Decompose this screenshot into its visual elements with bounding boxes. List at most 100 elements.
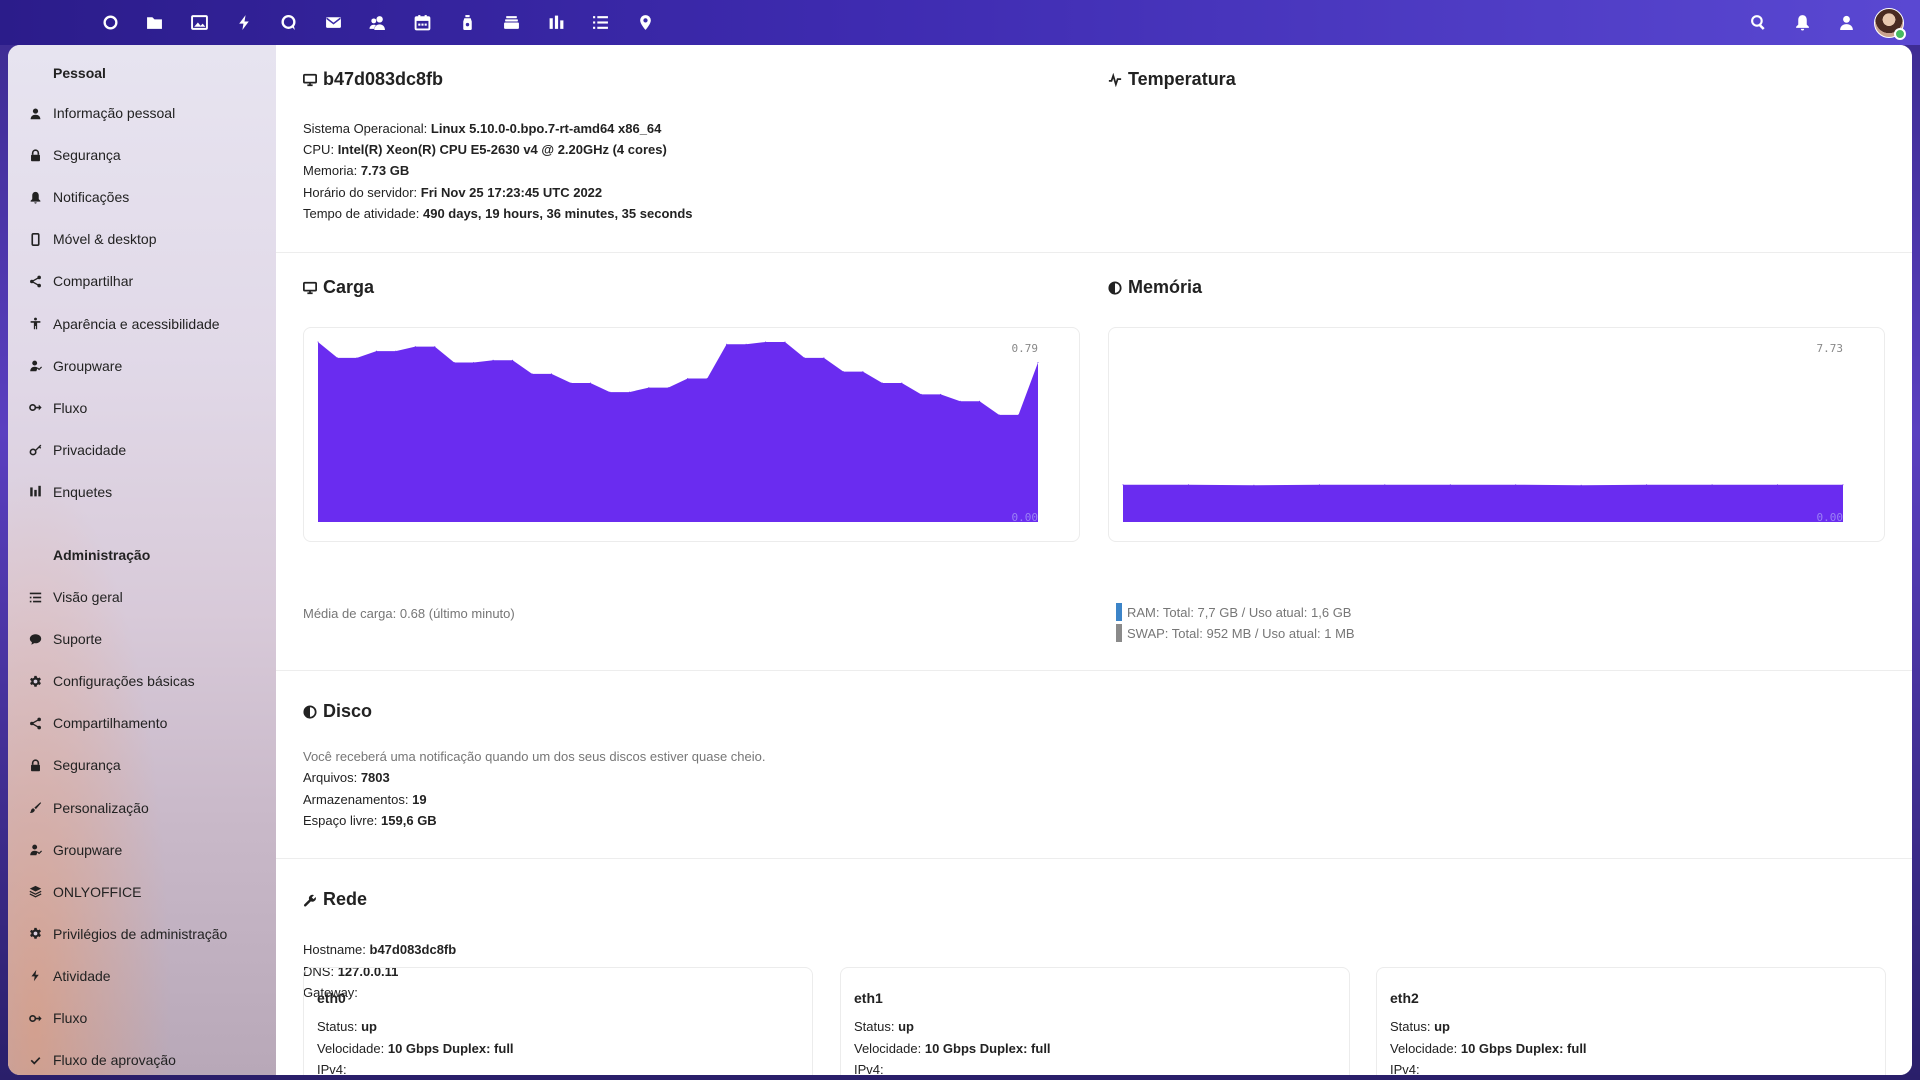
chart-data-point	[959, 400, 961, 402]
interface-speed-value: 10 Gbps Duplex: full	[1460, 1041, 1587, 1056]
swap-legend-text: SWAP: Total: 952 MB / Uso atual: 1 MB	[1127, 625, 1355, 641]
disk-title-text: Disco	[323, 701, 373, 721]
sidebar-item-label: Informação pessoal	[53, 105, 176, 121]
app-menu	[88, 0, 668, 45]
net-hostname-line: Hostname: b47d083dc8fb	[303, 942, 456, 957]
uptime-value: 490 days, 19 hours, 36 minutes, 35 secon…	[422, 206, 693, 221]
maps-icon[interactable]	[623, 0, 668, 45]
sidebar-item-suporte[interactable]: Suporte	[8, 621, 276, 657]
chart-data-point	[1188, 484, 1189, 486]
tasks-icon[interactable]	[579, 0, 624, 45]
sidebar-item-notifica-es[interactable]: Notificações	[8, 179, 276, 215]
sidebar-item-label: Fluxo	[53, 399, 88, 416]
memory-label: Memoria:	[303, 163, 358, 178]
dashboard-icon[interactable]	[88, 0, 133, 45]
chart-data-point	[375, 350, 377, 352]
brush-icon	[28, 801, 42, 815]
chart-data-point	[551, 373, 552, 375]
sidebar-item-personaliza-o[interactable]: Personalização	[8, 790, 276, 826]
sidebar-heading-admin: Administração	[53, 547, 151, 563]
phone-icon	[28, 232, 42, 246]
chart-data-point	[823, 357, 825, 359]
sidebar-item-label: Visão geral	[53, 589, 123, 605]
y-min-tick-label: 0.00	[1012, 511, 1039, 524]
chart-data-point	[589, 382, 591, 384]
sidebar-item-seguran-a[interactable]: Segurança	[8, 747, 276, 783]
interface-status-line: Status: up	[317, 1019, 377, 1034]
interface-status-value: up	[361, 1019, 377, 1034]
sidebar-item-label: Compartilhamento	[53, 715, 168, 732]
mail-icon[interactable]	[311, 0, 356, 45]
chart-data-point	[356, 357, 358, 359]
net-hostname-label: Hostname:	[303, 942, 366, 957]
disk-section: Disco Você receberá uma notificação quan…	[276, 671, 1912, 859]
chart-data-point	[1580, 484, 1582, 486]
share-icon	[28, 716, 42, 730]
interface-status-value: up	[898, 1019, 914, 1034]
chart-data-point	[1384, 484, 1386, 486]
interface-card-eth2: eth2 Status: up Velocidade: 10 Gbps Dupl…	[1376, 967, 1886, 1075]
sidebar-item-informa-o-pessoal[interactable]: Informação pessoal	[8, 95, 276, 131]
key-icon	[28, 443, 42, 457]
chart-data-point	[492, 359, 494, 361]
notes-icon[interactable]	[445, 0, 490, 45]
chart-data-point	[1842, 484, 1844, 486]
chart-data-point	[317, 341, 319, 343]
sidebar-item-compartilhamento[interactable]: Compartilhamento	[8, 705, 276, 741]
analytics-icon[interactable]	[534, 0, 579, 45]
sidebar-item-fluxo[interactable]: Fluxo	[8, 390, 276, 426]
chart-area-series	[318, 342, 1038, 522]
system-info-title: b47d083dc8fb	[303, 69, 443, 90]
photos-icon[interactable]	[177, 0, 222, 45]
interface-ipv4-label: IPv4:	[854, 1062, 884, 1075]
contacts-menu-icon[interactable]	[1824, 0, 1868, 45]
sidebar-item-groupware[interactable]: Groupware	[8, 832, 276, 868]
activity-icon	[28, 969, 42, 983]
interface-speed-line: Velocidade: 10 Gbps Duplex: full	[317, 1041, 514, 1056]
sidebar-item-seguran-a[interactable]: Segurança	[8, 137, 276, 173]
deck-icon[interactable]	[489, 0, 534, 45]
poll-icon	[28, 485, 42, 499]
chart-area-series	[1123, 484, 1843, 522]
sidebar-item-groupware[interactable]: Groupware	[8, 348, 276, 384]
talk-icon[interactable]	[266, 0, 311, 45]
server-time-label: Horário do servidor:	[303, 185, 418, 200]
sidebar-item-privacidade[interactable]: Privacidade	[8, 432, 276, 468]
hostname-title: b47d083dc8fb	[323, 69, 444, 89]
sidebar-item-m-vel-desktop[interactable]: Móvel & desktop	[8, 221, 276, 257]
activity-icon[interactable]	[222, 0, 267, 45]
gateway-line: Gateway:	[303, 985, 358, 1000]
interface-speed-label: Velocidade:	[854, 1041, 922, 1056]
sidebar-item-privil-gios-de-administra-o[interactable]: Privilégios de administração	[8, 916, 276, 952]
files-icon[interactable]	[133, 0, 178, 45]
chart-data-point	[979, 400, 981, 402]
sidebar-item-atividade[interactable]: Atividade	[8, 958, 276, 994]
avatar[interactable]	[1874, 7, 1906, 40]
sidebar-item-apar-ncia-e-acessibilidade[interactable]: Aparência e acessibilidade	[8, 306, 276, 342]
notifications-icon[interactable]	[1780, 0, 1824, 45]
search-icon[interactable]	[1736, 0, 1780, 45]
chart-data-point	[804, 357, 805, 359]
interface-name: eth2	[1390, 990, 1419, 1006]
pie-icon	[303, 704, 317, 719]
chart-data-point	[1253, 484, 1255, 486]
sidebar-item-compartilhar[interactable]: Compartilhar	[8, 263, 276, 299]
contacts-icon[interactable]	[356, 0, 401, 45]
sidebar-item-vis-o-geral[interactable]: Visão geral	[8, 579, 276, 615]
disk-note: Você receberá uma notificação quando um …	[303, 749, 766, 764]
sidebar-item-fluxo-de-aprova-o[interactable]: Fluxo de aprovação	[8, 1042, 276, 1075]
load-title: Carga	[303, 277, 374, 298]
calendar-icon[interactable]	[400, 0, 445, 45]
settings-sidebar: Pessoal Informação pessoal Segurança Notif…	[8, 45, 276, 1075]
interface-speed-label: Velocidade:	[1390, 1041, 1458, 1056]
sidebar-item-enquetes[interactable]: Enquetes	[8, 474, 276, 510]
header-right	[1736, 0, 1920, 45]
sidebar-item-fluxo[interactable]: Fluxo	[8, 1000, 276, 1036]
sidebar-item-configura-es-b-sicas[interactable]: Configurações básicas	[8, 663, 276, 699]
sidebar-item-onlyoffice[interactable]: ONLYOFFICE	[8, 874, 276, 910]
sidebar-item-label: Segurança	[53, 757, 121, 774]
chart-data-point	[706, 378, 708, 379]
interface-ipv4-label: IPv4:	[1390, 1062, 1420, 1075]
chart-data-point	[531, 373, 533, 375]
files-label: Arquivos:	[303, 770, 358, 785]
